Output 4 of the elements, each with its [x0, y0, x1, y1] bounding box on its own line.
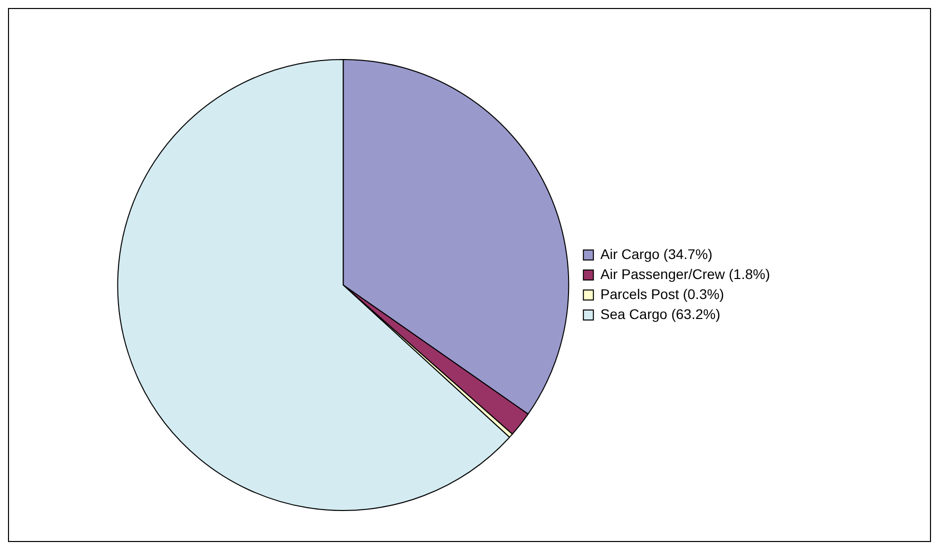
legend-label: Parcels Post (0.3%) — [600, 286, 724, 302]
legend-label: Sea Cargo (63.2%) — [600, 306, 720, 322]
legend-label: Air Passenger/Crew (1.8%) — [600, 266, 770, 282]
legend-label: Air Cargo (34.7%) — [600, 246, 712, 262]
